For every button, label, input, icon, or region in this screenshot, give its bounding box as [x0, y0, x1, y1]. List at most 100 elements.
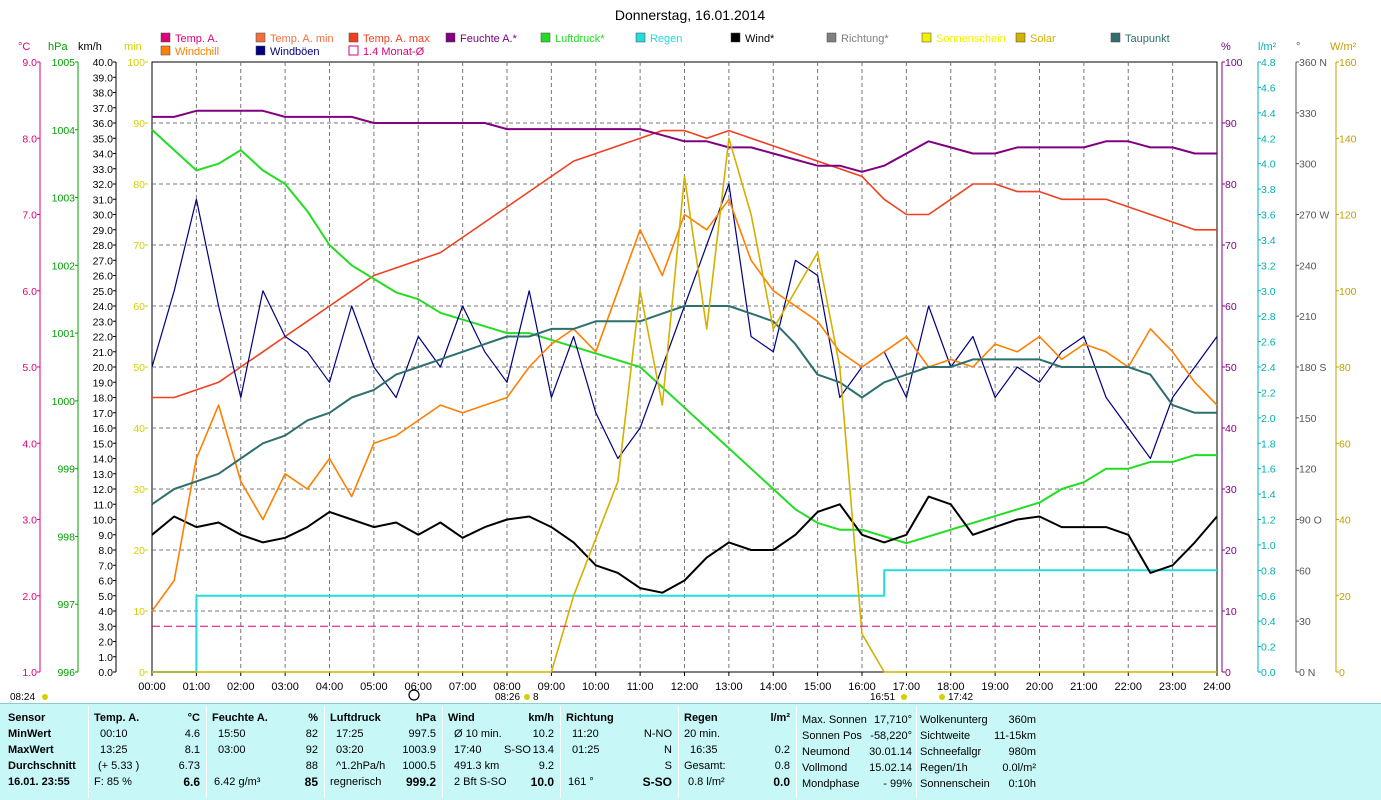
time-mark-sunset: 16:51 [870, 692, 895, 703]
axis-wm2-label-2: 120 [1339, 210, 1357, 222]
legend-label-12: Windböen [270, 46, 320, 58]
moon-icon [408, 689, 420, 701]
axis-kmh-label-40: 0.0 [98, 667, 113, 679]
axis-min-label-8: 20 [133, 545, 145, 557]
temp-max-time: 13:25 [100, 744, 128, 756]
axis-kmh-label-15: 25.0 [93, 286, 114, 298]
cloud-base-label: Wolkenunterg [920, 714, 988, 726]
axis-min-label-5: 50 [133, 362, 145, 374]
new-moon-value: 30.01.14 [869, 746, 912, 758]
axis-lm2-label-22: 0.4 [1261, 616, 1276, 628]
axis-kmh-label-39: 1.0 [98, 652, 113, 664]
axis-temp-label-2: 7.0 [22, 210, 37, 222]
axis-kmh-label-34: 6.0 [98, 576, 113, 588]
axis-deg-label-10: 60 [1299, 565, 1311, 577]
wind-bft: 2 Bft S-SO [454, 776, 507, 788]
axis-pct-label-5: 50 [1225, 362, 1237, 374]
sun-max-label: Max. Sonnen [802, 714, 867, 726]
series-line-6 [151, 198, 1218, 612]
x-tick-label-12: 12:00 [671, 681, 699, 693]
x-tick-label-22: 22:00 [1114, 681, 1142, 693]
humidity-now-value: 85 [304, 775, 318, 789]
axis-wm2-label-1: 140 [1339, 133, 1357, 145]
series-line-2 [151, 129, 1217, 545]
sun-icon-sunset [901, 694, 907, 700]
legend-label-6: Wind* [745, 33, 775, 45]
legend-label-5: Regen [650, 33, 682, 45]
axis-lm2-label-17: 1.4 [1261, 489, 1276, 501]
axis-temp-label-6: 3.0 [22, 515, 37, 527]
axis-kmh-label-28: 12.0 [93, 484, 114, 496]
unit-deg: ° [1296, 41, 1300, 53]
chart-title: Donnerstag, 16.01.2014 [615, 7, 765, 23]
sensor-row-min: MinWert [8, 728, 52, 740]
axis-wm2-label-0: 160 [1339, 57, 1357, 69]
sun-icon-sunrise [524, 694, 530, 700]
axis-lm2-label-11: 2.6 [1261, 337, 1276, 349]
axis-kmh-label-32: 8.0 [98, 545, 113, 557]
x-tick-label-1: 01:00 [183, 681, 211, 693]
full-moon-label: Vollmond [802, 762, 848, 774]
unit-hpa: hPa [48, 41, 68, 53]
axis-lm2-label-14: 2.0 [1261, 413, 1276, 425]
axis-lm2-label-23: 0.2 [1261, 642, 1276, 654]
axis-kmh-label-24: 16.0 [93, 423, 114, 435]
rain-total-label: Gesamt: [684, 760, 726, 772]
legend-swatch-0 [160, 32, 171, 43]
x-tick-label-2: 02:00 [227, 681, 255, 693]
wind-now-value: 10.0 [530, 775, 554, 789]
unit-lm2: l/m² [1258, 41, 1277, 53]
axis-kmh-label-5: 35.0 [93, 133, 114, 145]
axis-kmh-label-2: 38.0 [93, 88, 114, 100]
axis-kmh-label-33: 7.0 [98, 560, 113, 572]
axis-kmh-label-12: 28.0 [93, 240, 114, 252]
pressure-max-value: 1003.9 [402, 744, 436, 756]
axis-hpa-label-2: 1003 [52, 193, 76, 205]
axis-kmh-label-37: 3.0 [98, 621, 113, 633]
snow-line-label: Schneefallgr [920, 746, 982, 758]
unit-wm2: W/m² [1330, 41, 1357, 53]
pressure-now-value: 999.2 [405, 775, 436, 789]
pressure-min-value: 997.5 [408, 728, 436, 740]
direction-max-time: 01:25 [572, 744, 600, 756]
axis-pct-label-4: 60 [1225, 301, 1237, 313]
axis-min-label-1: 90 [133, 118, 145, 130]
temp-unit: °C [187, 712, 200, 724]
wind-distance: 491.3 km [454, 760, 500, 772]
direction-degrees: 161 ° [568, 776, 594, 788]
direction-min-time: 11:20 [572, 728, 599, 740]
legend-swatch-3 [445, 32, 456, 43]
series-line-4 [151, 495, 1218, 594]
temp-now-feel: F: 85 % [94, 776, 132, 788]
axis-kmh-label-6: 34.0 [93, 149, 114, 161]
axis-kmh-label-7: 33.0 [93, 164, 114, 176]
axis-kmh-label-21: 19.0 [93, 377, 114, 389]
sensor-header: Sensor [8, 712, 46, 724]
axis-wm2-label-7: 20 [1339, 591, 1351, 603]
x-tick-label-9: 09:00 [538, 681, 566, 693]
snow-line-value: 980m [1008, 746, 1036, 758]
temp-avg-value: 6.73 [178, 760, 200, 772]
humidity-min-value: 82 [305, 728, 318, 740]
x-tick-label-6: 06:00 [404, 681, 432, 693]
axis-wm2-label-5: 60 [1339, 438, 1351, 450]
visibility-label: Sichtweite [920, 730, 971, 742]
axis-min-label-3: 70 [133, 240, 145, 252]
axis-min-label-7: 30 [133, 484, 145, 496]
legend-swatch-12 [255, 45, 266, 56]
axis-lm2-label-0: 4.8 [1261, 57, 1276, 69]
axis-kmh-label-14: 26.0 [93, 271, 114, 283]
moon-phase-label: Mondphase [802, 778, 860, 790]
pressure-max-time: 03:20 [336, 744, 364, 756]
axis-lm2-label-6: 3.6 [1261, 210, 1276, 222]
axis-pct-label-7: 30 [1225, 484, 1237, 496]
sensor-row-avg: Durchschnitt [8, 760, 76, 772]
axis-kmh-label-11: 29.0 [93, 225, 114, 237]
legend-swatch-10 [1110, 32, 1121, 43]
x-tick-label-17: 17:00 [893, 681, 921, 693]
axis-kmh-label-31: 9.0 [98, 530, 113, 542]
time-mark-moon: 17:42 [948, 692, 973, 703]
temp-min-value: 4.6 [184, 728, 200, 740]
axis-wm2-label-3: 100 [1339, 286, 1357, 298]
direction-header: Richtung [566, 712, 614, 724]
